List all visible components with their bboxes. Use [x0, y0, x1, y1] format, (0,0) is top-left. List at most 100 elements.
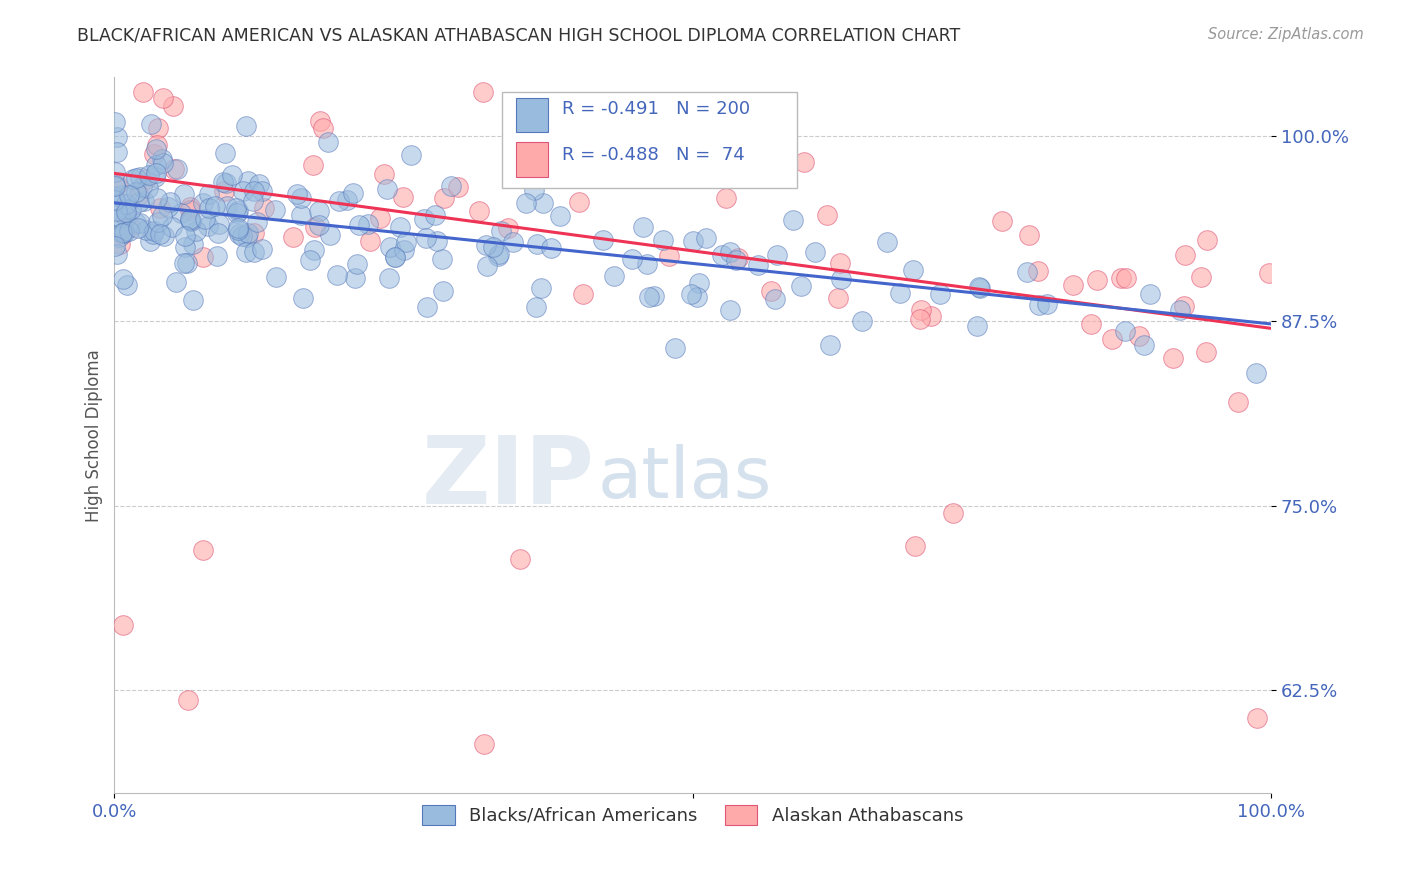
Point [530, 281, 553, 295]
Point [904, 539, 927, 553]
Point [942, 506, 965, 520]
Point [440, 178, 463, 193]
Point [180, 214, 202, 228]
Point [515, 196, 537, 211]
Point [638, 290, 661, 304]
Point [472, 85, 495, 99]
Point [212, 175, 235, 189]
Point [531, 195, 554, 210]
Point [162, 99, 184, 113]
Point [150, 152, 173, 166]
Point [243, 227, 266, 241]
Point [1246, 711, 1268, 725]
Point [482, 240, 505, 254]
Point [176, 256, 198, 270]
Point [636, 257, 658, 271]
Point [830, 272, 852, 286]
Point [695, 231, 717, 245]
Point [170, 205, 193, 219]
Point [523, 182, 546, 196]
Point [1080, 318, 1102, 332]
Point [111, 272, 134, 286]
Point [197, 186, 219, 201]
Point [394, 243, 416, 257]
Point [392, 190, 415, 204]
Point [108, 236, 131, 251]
Point [107, 204, 129, 219]
Point [104, 193, 127, 207]
Point [228, 223, 250, 237]
Point [152, 91, 174, 105]
Point [135, 223, 157, 237]
Text: Source: ZipAtlas.com: Source: ZipAtlas.com [1208, 27, 1364, 42]
Point [658, 249, 681, 263]
Point [236, 174, 259, 188]
Point [827, 291, 849, 305]
Point [110, 211, 132, 226]
Point [173, 240, 195, 254]
Point [620, 252, 643, 267]
Point [250, 242, 273, 256]
Point [716, 191, 738, 205]
Point [747, 258, 769, 272]
Point [146, 138, 169, 153]
Text: ZIP: ZIP [422, 433, 595, 524]
Text: atlas: atlas [598, 444, 772, 513]
Point [651, 233, 673, 247]
Point [631, 220, 654, 235]
Point [176, 692, 198, 706]
Point [572, 287, 595, 301]
Point [889, 285, 911, 300]
Bar [516, 143, 548, 177]
Point [384, 251, 406, 265]
Point [125, 216, 148, 230]
Point [128, 169, 150, 184]
Point [1226, 395, 1249, 409]
Point [181, 236, 204, 251]
Point [790, 279, 813, 293]
Point [347, 219, 370, 233]
Point [389, 219, 412, 234]
Point [228, 203, 250, 218]
Point [335, 194, 357, 208]
Y-axis label: High School Diploma: High School Diploma [86, 349, 103, 522]
Point [1017, 265, 1039, 279]
Point [253, 201, 276, 215]
Point [1018, 227, 1040, 242]
Point [236, 226, 259, 240]
Point [225, 206, 247, 220]
Point [344, 270, 367, 285]
Point [1195, 345, 1218, 359]
Point [231, 228, 253, 243]
Point [125, 171, 148, 186]
Point [568, 195, 591, 210]
Point [412, 212, 434, 227]
Point [316, 135, 339, 149]
Point [727, 251, 749, 265]
Point [1257, 266, 1279, 280]
Point [111, 617, 134, 632]
Point [1101, 332, 1123, 346]
Text: BLACK/AFRICAN AMERICAN VS ALASKAN ATHABASCAN HIGH SCHOOL DIPLOMA CORRELATION CHA: BLACK/AFRICAN AMERICAN VS ALASKAN ATHABA… [77, 27, 960, 45]
Point [359, 234, 381, 248]
Point [524, 300, 547, 314]
Point [152, 156, 174, 170]
Point [377, 182, 399, 196]
Point [475, 237, 498, 252]
Point [643, 289, 665, 303]
Point [204, 199, 226, 213]
Point [103, 164, 125, 178]
Point [112, 225, 135, 239]
Point [472, 738, 495, 752]
Point [290, 191, 312, 205]
FancyBboxPatch shape [502, 92, 797, 188]
Point [104, 178, 127, 193]
Point [250, 184, 273, 198]
Point [207, 226, 229, 240]
Point [804, 244, 827, 259]
Point [128, 194, 150, 209]
Point [966, 318, 988, 333]
Point [228, 227, 250, 242]
Point [910, 303, 932, 318]
Point [246, 215, 269, 229]
